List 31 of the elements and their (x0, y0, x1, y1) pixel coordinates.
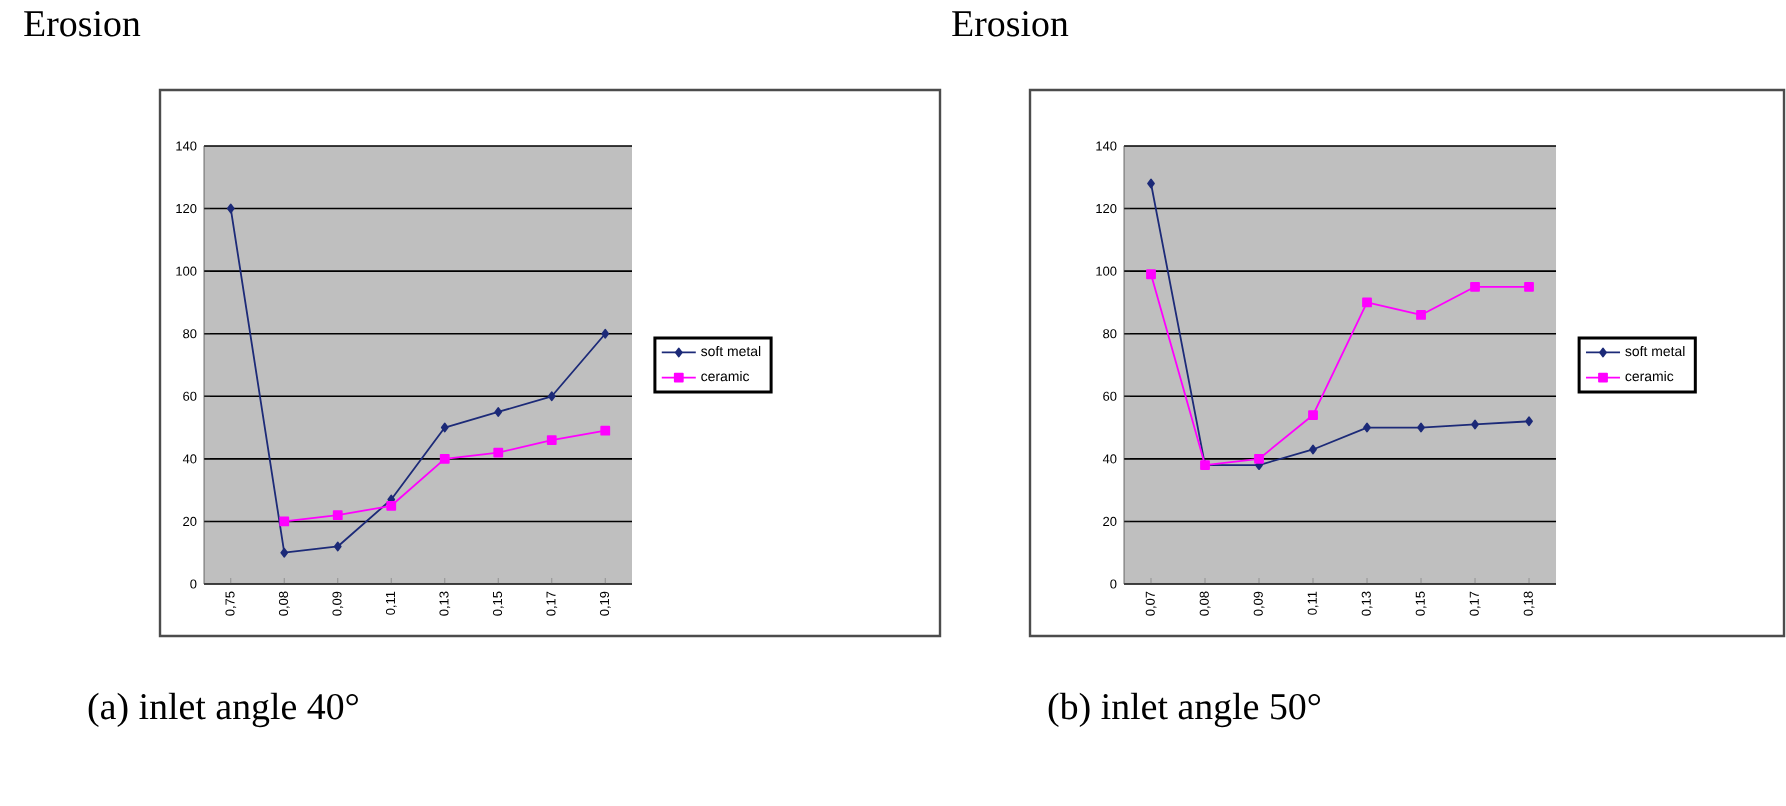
text: (a) inlet angle 40° (88, 692, 358, 728)
text: (b) inlet angle 50° (1048, 692, 1321, 728)
point (440, 422, 449, 433)
point (1362, 297, 1372, 308)
y-axis-title: Erosion (952, 11, 1069, 37)
point (600, 425, 611, 436)
point (1254, 453, 1264, 464)
point (279, 516, 290, 527)
point (601, 328, 610, 339)
point (547, 391, 556, 402)
point (226, 203, 235, 214)
point (546, 435, 557, 445)
point (494, 407, 503, 417)
point (332, 510, 343, 521)
point (1309, 444, 1317, 455)
point (1471, 419, 1479, 430)
point (333, 541, 342, 552)
point (1470, 281, 1480, 292)
point (280, 547, 289, 558)
point (1525, 416, 1533, 427)
point (1308, 410, 1318, 420)
point (1147, 178, 1155, 189)
point (493, 447, 504, 458)
point (1416, 310, 1426, 320)
point (1363, 422, 1371, 433)
point (1146, 269, 1156, 280)
point (1524, 281, 1534, 292)
y-axis-title: Erosion (24, 11, 141, 37)
point (386, 500, 397, 511)
point (1417, 422, 1425, 433)
point (439, 453, 450, 464)
